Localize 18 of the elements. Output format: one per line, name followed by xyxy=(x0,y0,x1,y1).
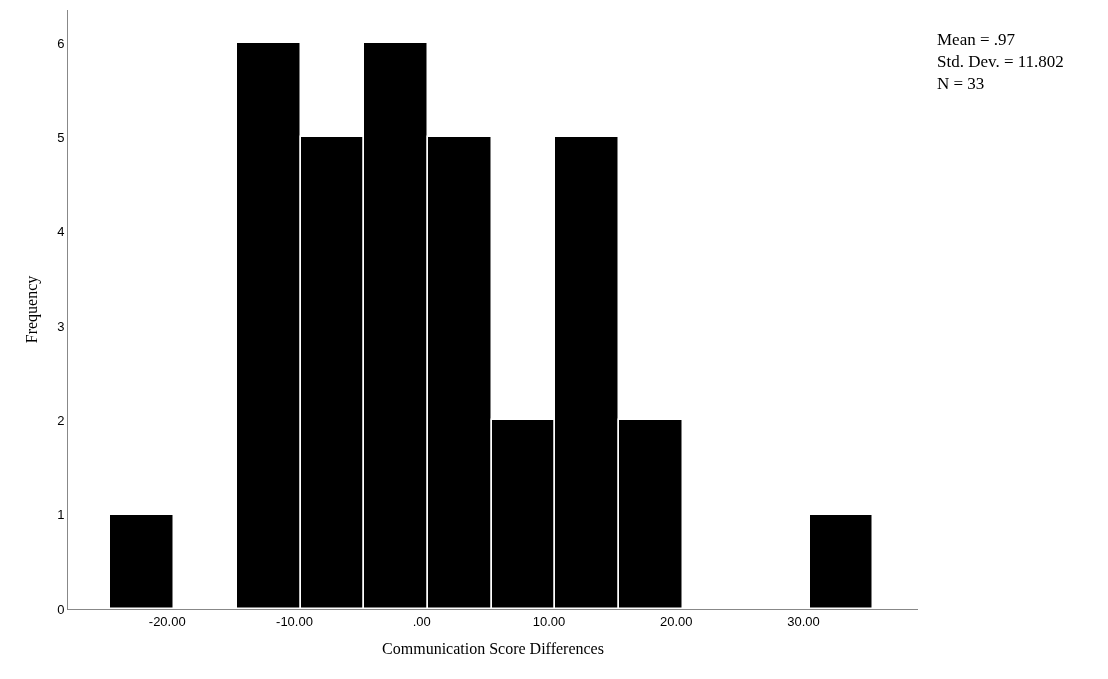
x-tick-label: -10.00 xyxy=(276,613,313,629)
y-tick-label: 2 xyxy=(57,412,65,428)
x-tick-label: -20.00 xyxy=(148,613,186,629)
y-tick-label: 0 xyxy=(57,601,65,617)
y-tick-label: 1 xyxy=(57,507,65,523)
y-tick-label: 3 xyxy=(57,318,65,334)
y-tick-label: 5 xyxy=(57,129,65,145)
y-tick-label: 4 xyxy=(57,224,65,240)
text: Mean = .97 xyxy=(937,30,1016,49)
text: Std. Dev. = 11.802 xyxy=(937,52,1064,72)
text: N = 33 xyxy=(937,74,985,94)
y-axis-title: Frequency xyxy=(23,275,42,344)
y-tick-label: 6 xyxy=(57,35,65,51)
x-tick-label: 10.00 xyxy=(532,613,566,629)
x-axis-title: Communication Score Differences xyxy=(382,640,604,658)
x-tick-label: .00 xyxy=(412,613,431,629)
x-tick-label: 20.00 xyxy=(659,613,693,629)
x-tick-label: 30.00 xyxy=(787,613,820,629)
